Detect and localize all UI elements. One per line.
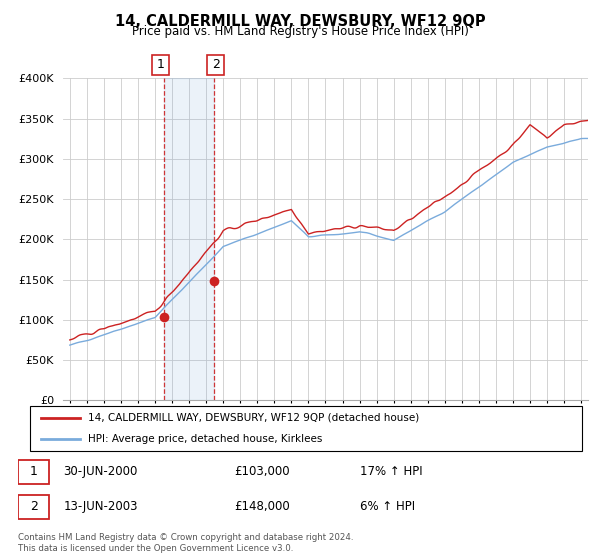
Text: Contains HM Land Registry data © Crown copyright and database right 2024.
This d: Contains HM Land Registry data © Crown c…	[18, 533, 353, 553]
Text: 2: 2	[212, 58, 220, 72]
Text: 30-JUN-2000: 30-JUN-2000	[64, 465, 138, 478]
Text: 14, CALDERMILL WAY, DEWSBURY, WF12 9QP: 14, CALDERMILL WAY, DEWSBURY, WF12 9QP	[115, 14, 485, 29]
Text: HPI: Average price, detached house, Kirklees: HPI: Average price, detached house, Kirk…	[88, 434, 322, 444]
Text: £103,000: £103,000	[235, 465, 290, 478]
Text: 2: 2	[30, 500, 38, 514]
Text: 13-JUN-2003: 13-JUN-2003	[64, 500, 138, 514]
Text: Price paid vs. HM Land Registry's House Price Index (HPI): Price paid vs. HM Land Registry's House …	[131, 25, 469, 38]
FancyBboxPatch shape	[207, 55, 224, 74]
FancyBboxPatch shape	[18, 494, 49, 519]
FancyBboxPatch shape	[30, 406, 582, 451]
Bar	[164, 78, 214, 400]
Text: 14, CALDERMILL WAY, DEWSBURY, WF12 9QP (detached house): 14, CALDERMILL WAY, DEWSBURY, WF12 9QP (…	[88, 413, 419, 423]
Text: 6% ↑ HPI: 6% ↑ HPI	[360, 500, 415, 514]
FancyBboxPatch shape	[18, 460, 49, 484]
Text: 1: 1	[157, 58, 164, 72]
FancyBboxPatch shape	[152, 55, 169, 74]
Text: 1: 1	[30, 465, 38, 478]
Text: 17% ↑ HPI: 17% ↑ HPI	[360, 465, 422, 478]
Text: £148,000: £148,000	[235, 500, 290, 514]
